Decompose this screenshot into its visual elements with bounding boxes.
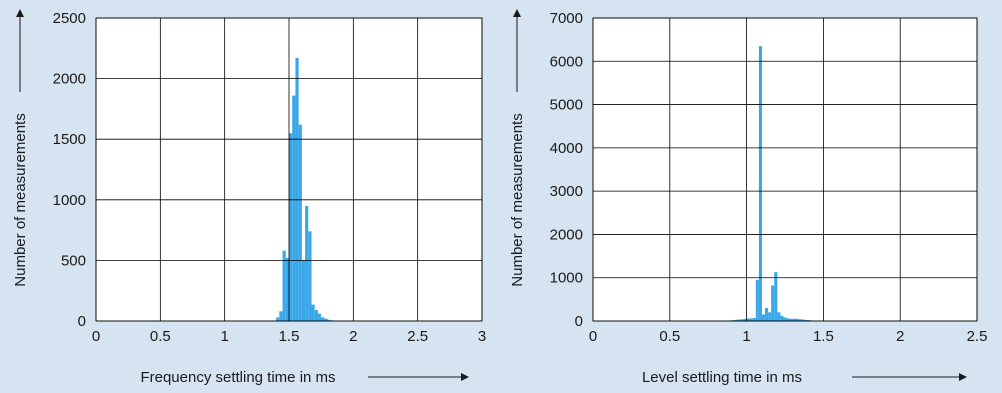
y-tick-label: 2000 [53, 71, 86, 88]
histogram-bar [774, 272, 777, 321]
y-tick-label: 6000 [550, 53, 583, 70]
y-tick-label: 2000 [550, 226, 583, 243]
x-tick-label: 1.5 [279, 328, 300, 345]
histogram-bar [780, 316, 783, 321]
histogram-bar [292, 96, 295, 321]
histogram-bar [312, 305, 315, 321]
x-axis-label: Frequency settling time in ms [140, 369, 335, 386]
x-tick-label: 0 [589, 328, 597, 345]
y-tick-label: 4000 [550, 140, 583, 157]
y-tick-label: 500 [61, 252, 86, 269]
y-tick-label: 1500 [53, 131, 86, 148]
y-tick-label: 0 [575, 313, 583, 330]
histogram-bar [305, 206, 308, 321]
x-tick-label: 3 [478, 328, 486, 345]
histogram-bar [783, 318, 786, 321]
histogram-bar [771, 286, 774, 321]
y-axis-label: Number of measurements [12, 113, 29, 286]
histogram-bar [756, 280, 759, 321]
y-axis-label: Number of measurements [509, 113, 526, 286]
y-tick-label: 7000 [550, 10, 583, 27]
histogram-bar [276, 317, 279, 321]
histogram-bar [299, 125, 302, 321]
x-tick-label: 0 [92, 328, 100, 345]
histogram-bar [777, 312, 780, 321]
histogram-bar [765, 308, 768, 321]
x-tick-label: 2.5 [407, 328, 428, 345]
x-tick-label: 2 [349, 328, 357, 345]
histogram-bar [302, 260, 305, 321]
y-tick-label: 3000 [550, 183, 583, 200]
x-tick-label: 0.5 [659, 328, 680, 345]
histogram-bar [762, 315, 765, 321]
x-tick-label: 0.5 [150, 328, 171, 345]
x-tick-label: 1.5 [813, 328, 834, 345]
y-tick-label: 2500 [53, 10, 86, 27]
histogram-bar [279, 311, 282, 321]
chart-2: 0 0.5 1 1.5 2 2.5 0 1000 2000 3000 4000 5000 6000 700… [509, 10, 987, 386]
histogram-bar [289, 133, 292, 321]
x-tick-label: 2.5 [967, 328, 988, 345]
y-tick-label: 5000 [550, 97, 583, 114]
x-tick-label: 2 [896, 328, 904, 345]
histogram-bar [321, 317, 324, 321]
histogram-bar [768, 312, 771, 321]
x-axis-label: Level settling time in ms [642, 369, 802, 386]
x-tick-label: 1 [742, 328, 750, 345]
histogram-bar [308, 231, 311, 321]
plot-area [593, 18, 977, 321]
histogram-bar [286, 258, 289, 321]
histogram-bar [753, 318, 756, 321]
y-tick-label: 1000 [53, 192, 86, 209]
histogram-bar [295, 58, 298, 321]
y-tick-label: 0 [78, 313, 86, 330]
y-tick-label: 1000 [550, 270, 583, 287]
histogram-bar [283, 251, 286, 321]
x-tick-label: 1 [220, 328, 228, 345]
histogram-bar [759, 46, 762, 321]
histogram-bar [318, 314, 321, 321]
chart-1: 0 0.5 1 1.5 2 2.5 3 0 500 1000 1500 2000 2500 Frequen… [12, 10, 486, 386]
histogram-bar [315, 310, 318, 321]
